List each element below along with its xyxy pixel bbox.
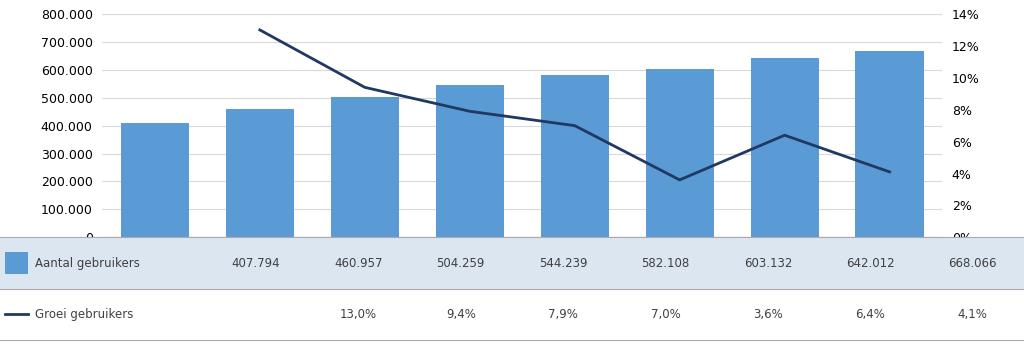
Bar (751, 58, 819, 237)
Text: 582.108: 582.108 (641, 257, 690, 269)
Bar (410, 237, 512, 289)
Bar (307, 289, 410, 340)
Text: 9,4%: 9,4% (445, 308, 476, 321)
Text: Groei gebruikers: Groei gebruikers (35, 308, 133, 321)
Bar (0, 237, 205, 289)
Bar (435, 86, 504, 237)
Bar (410, 289, 512, 340)
Bar (855, 51, 924, 237)
Text: 4,1%: 4,1% (957, 308, 988, 321)
Bar (614, 237, 717, 289)
Text: 504.259: 504.259 (436, 257, 485, 269)
Bar (717, 237, 819, 289)
Bar (541, 75, 609, 237)
Text: 7,0%: 7,0% (650, 308, 681, 321)
Text: 7,9%: 7,9% (548, 308, 579, 321)
Text: 544.239: 544.239 (539, 257, 588, 269)
Bar (819, 289, 922, 340)
Bar (0, 289, 205, 340)
Bar (205, 289, 307, 340)
Bar (614, 289, 717, 340)
Bar (922, 237, 1024, 289)
Bar (819, 237, 922, 289)
Bar (225, 109, 294, 237)
Bar (717, 289, 819, 340)
Bar (307, 237, 410, 289)
Text: 6,4%: 6,4% (855, 308, 886, 321)
Bar (512, 289, 614, 340)
Bar (512, 237, 614, 289)
Text: 668.066: 668.066 (948, 257, 997, 269)
Bar (922, 289, 1024, 340)
Bar (205, 237, 307, 289)
Text: Aantal gebruikers: Aantal gebruikers (35, 257, 139, 269)
Text: 407.794: 407.794 (231, 257, 281, 269)
Text: 603.132: 603.132 (743, 257, 793, 269)
Bar (121, 124, 189, 237)
Bar (331, 97, 399, 237)
Bar (5, 252, 28, 274)
Text: 642.012: 642.012 (846, 257, 895, 269)
Text: 3,6%: 3,6% (753, 308, 783, 321)
Text: 13,0%: 13,0% (340, 308, 377, 321)
Text: 460.957: 460.957 (334, 257, 383, 269)
Bar (645, 69, 714, 237)
